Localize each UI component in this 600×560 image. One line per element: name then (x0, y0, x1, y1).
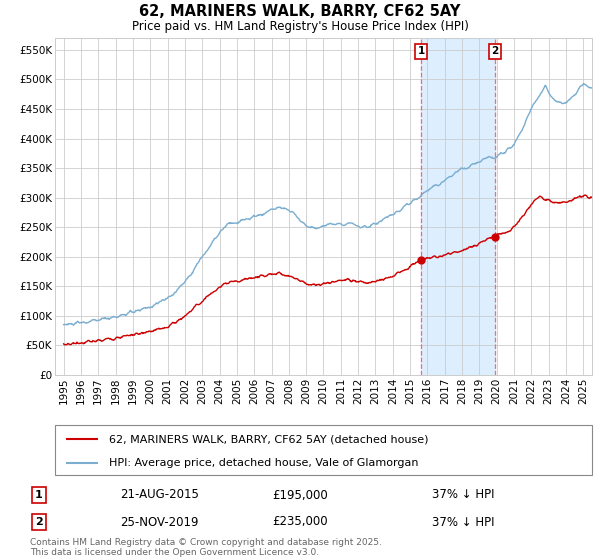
Text: £235,000: £235,000 (272, 516, 328, 529)
Text: 2: 2 (35, 517, 43, 527)
Text: 62, MARINERS WALK, BARRY, CF62 5AY (detached house): 62, MARINERS WALK, BARRY, CF62 5AY (deta… (109, 434, 428, 444)
Text: HPI: Average price, detached house, Vale of Glamorgan: HPI: Average price, detached house, Vale… (109, 458, 418, 468)
Text: 25-NOV-2019: 25-NOV-2019 (120, 516, 199, 529)
Text: £195,000: £195,000 (272, 488, 328, 502)
Text: 37% ↓ HPI: 37% ↓ HPI (432, 488, 494, 502)
Text: 1: 1 (418, 46, 425, 57)
Text: 62, MARINERS WALK, BARRY, CF62 5AY: 62, MARINERS WALK, BARRY, CF62 5AY (139, 4, 461, 19)
Text: Contains HM Land Registry data © Crown copyright and database right 2025.
This d: Contains HM Land Registry data © Crown c… (30, 538, 382, 557)
Text: 21-AUG-2015: 21-AUG-2015 (120, 488, 199, 502)
Text: 2: 2 (491, 46, 499, 57)
Text: Price paid vs. HM Land Registry's House Price Index (HPI): Price paid vs. HM Land Registry's House … (131, 20, 469, 33)
Bar (421, 38, 495, 375)
Text: 37% ↓ HPI: 37% ↓ HPI (432, 516, 494, 529)
Text: 1: 1 (35, 490, 43, 500)
